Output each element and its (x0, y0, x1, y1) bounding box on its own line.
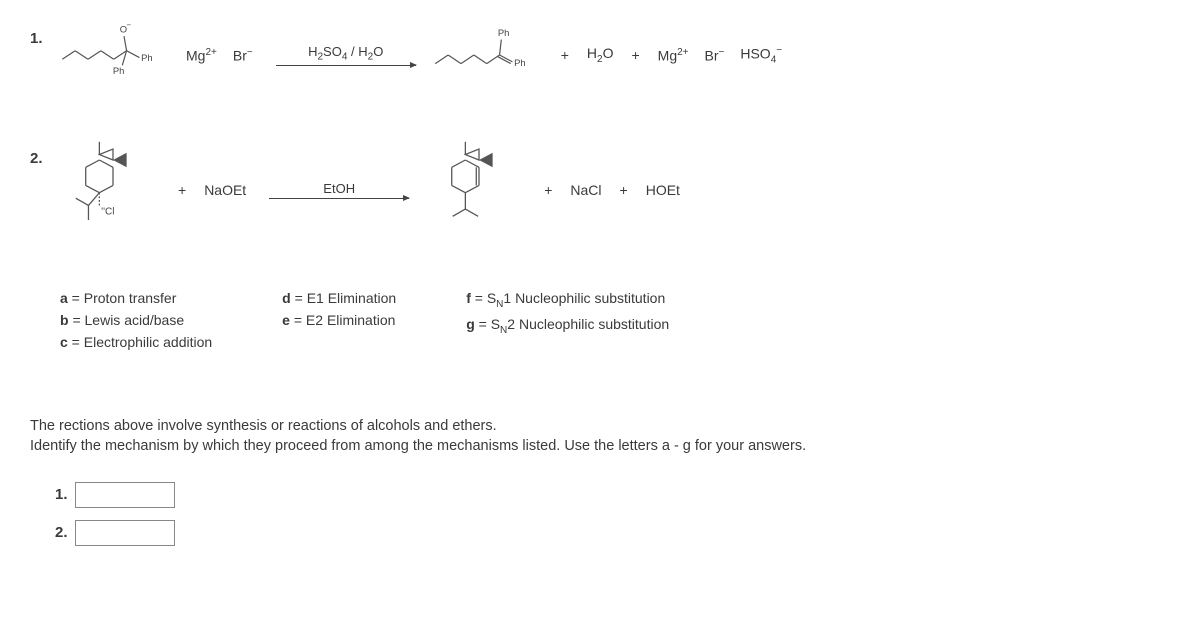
instructions-line-2: Identify the mechanism by which they pro… (30, 436, 1170, 456)
reaction-1-product: Ph Ph (431, 20, 551, 90)
svg-text:−: − (127, 21, 132, 30)
reaction-2-product (424, 140, 534, 240)
answer-label-2: 2. (55, 524, 75, 541)
plus-sign: + (544, 182, 552, 198)
answer-input-1[interactable] (75, 482, 175, 508)
plus-sign: + (620, 182, 628, 198)
svg-text:Ph: Ph (141, 52, 153, 63)
key-column-3: f = SN1 Nucleophilic substitution g = SN… (466, 290, 669, 356)
key-item-f: f = SN1 Nucleophilic substitution (466, 290, 669, 310)
svg-text:Ph: Ph (113, 65, 125, 76)
reaction-1-reactant: O − Ph Ph (58, 20, 178, 90)
instructions-text: The rections above involve synthesis or … (30, 416, 1170, 457)
key-item-b: b = Lewis acid/base (60, 312, 212, 328)
reaction-1-conditions: H2SO4 / H2O (276, 44, 416, 63)
key-column-1: a = Proton transfer b = Lewis acid/base … (60, 290, 212, 356)
svg-text:Ph: Ph (514, 57, 526, 68)
byproduct-br: Br− (705, 47, 725, 64)
reaction-2-arrow: EtOH (269, 181, 409, 199)
svg-text:''Cl: ''Cl (101, 207, 114, 218)
byproduct-hso4: HSO4− (740, 45, 782, 65)
plus-sign: + (631, 47, 639, 63)
answers-section: 1. 2. (30, 482, 1170, 546)
reaction-2: 2. ''Cl + NaOEt EtOH + NaC (30, 140, 1170, 240)
reaction-1-br-ion: Br− (233, 47, 253, 64)
answer-label-1: 1. (55, 486, 75, 503)
byproduct-nacl: NaCl (570, 182, 601, 198)
question-number-1: 1. (30, 20, 58, 47)
key-item-g: g = SN2 Nucleophilic substitution (466, 316, 669, 336)
byproduct-mg: Mg2+ (658, 47, 689, 64)
reaction-1-mg-ion: Mg2+ (186, 47, 217, 64)
svg-text:Ph: Ph (498, 27, 510, 38)
reaction-1-arrow: H2SO4 / H2O (276, 44, 416, 66)
answer-row-1: 1. (55, 482, 1170, 508)
byproduct-hoet: HOEt (646, 182, 680, 198)
reaction-2-conditions: EtOH (269, 181, 409, 196)
byproduct-h2o: H2O (587, 45, 614, 65)
key-item-a: a = Proton transfer (60, 290, 212, 306)
plus-sign: + (178, 182, 186, 198)
reaction-2-reagent: NaOEt (204, 182, 246, 198)
reaction-1: 1. O − Ph Ph Mg2+ Br− H2SO4 / H2O (30, 20, 1170, 90)
key-item-e: e = E2 Elimination (282, 312, 396, 328)
answer-input-2[interactable] (75, 520, 175, 546)
key-item-d: d = E1 Elimination (282, 290, 396, 306)
key-column-2: d = E1 Elimination e = E2 Elimination (282, 290, 396, 356)
instructions-line-1: The rections above involve synthesis or … (30, 416, 1170, 436)
question-number-2: 2. (30, 140, 58, 167)
answer-row-2: 2. (55, 520, 1170, 546)
key-item-c: c = Electrophilic addition (60, 334, 212, 350)
mechanism-key: a = Proton transfer b = Lewis acid/base … (30, 290, 1170, 356)
reaction-2-reactant: ''Cl (58, 140, 168, 240)
plus-sign: + (561, 47, 569, 63)
